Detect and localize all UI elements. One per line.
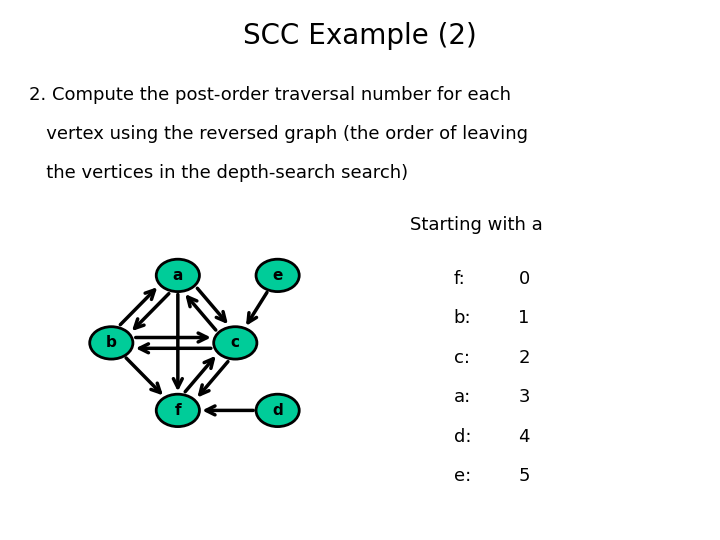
Text: 5: 5 — [518, 467, 530, 485]
Text: 2. Compute the post-order traversal number for each: 2. Compute the post-order traversal numb… — [29, 86, 510, 104]
Text: 0: 0 — [518, 270, 530, 288]
Text: 1: 1 — [518, 309, 530, 327]
Text: 4: 4 — [518, 428, 530, 445]
Circle shape — [256, 259, 300, 292]
Text: d: d — [272, 403, 283, 418]
Circle shape — [256, 394, 300, 427]
Text: f: f — [174, 403, 181, 418]
Text: b: b — [106, 335, 117, 350]
Text: 3: 3 — [518, 388, 530, 406]
Text: vertex using the reversed graph (the order of leaving: vertex using the reversed graph (the ord… — [29, 125, 528, 143]
Text: c:: c: — [454, 349, 469, 367]
Text: c: c — [231, 335, 240, 350]
Text: b:: b: — [454, 309, 471, 327]
Text: the vertices in the depth-search search): the vertices in the depth-search search) — [29, 164, 408, 182]
Text: f:: f: — [454, 270, 465, 288]
Text: e:: e: — [454, 467, 471, 485]
Circle shape — [90, 327, 133, 359]
Text: 2: 2 — [518, 349, 530, 367]
Circle shape — [214, 327, 257, 359]
Text: d:: d: — [454, 428, 471, 445]
Text: Starting with a: Starting with a — [410, 216, 543, 234]
Text: SCC Example (2): SCC Example (2) — [243, 22, 477, 50]
Text: e: e — [272, 268, 283, 283]
Text: a: a — [173, 268, 183, 283]
Circle shape — [156, 394, 199, 427]
Text: a:: a: — [454, 388, 471, 406]
Circle shape — [156, 259, 199, 292]
